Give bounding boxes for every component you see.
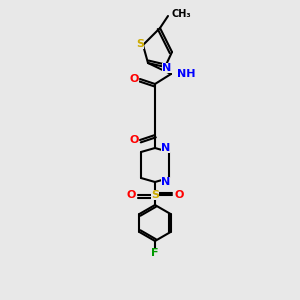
Text: CH₃: CH₃: [172, 9, 192, 19]
Text: N: N: [161, 143, 170, 153]
Text: O: O: [129, 74, 139, 84]
Text: O: O: [129, 135, 139, 145]
Text: O: O: [126, 190, 136, 200]
Text: S: S: [136, 39, 144, 49]
Text: O: O: [174, 190, 184, 200]
Text: F: F: [151, 248, 159, 258]
Text: S: S: [151, 190, 159, 200]
Text: N: N: [162, 63, 172, 73]
Text: NH: NH: [177, 69, 196, 79]
Text: N: N: [161, 177, 170, 187]
